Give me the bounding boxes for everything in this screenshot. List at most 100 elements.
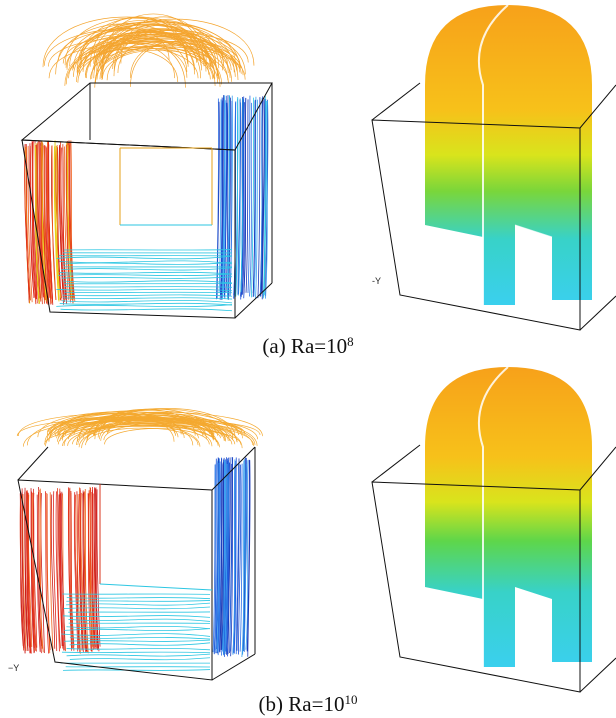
streamline [59, 260, 233, 265]
streamline [255, 99, 258, 299]
panel-a: -Y (a) Ra=108 [20, 4, 616, 358]
plume-streamlines [42, 13, 255, 88]
streamline [32, 140, 38, 304]
streamline [73, 492, 79, 652]
streamline [59, 271, 233, 275]
streamline [69, 637, 211, 640]
streamline [97, 35, 238, 72]
streamline [243, 98, 247, 294]
cold-wall-streamlines [215, 95, 269, 300]
streamline [60, 308, 233, 312]
streamline [29, 145, 35, 298]
streamline [21, 491, 26, 654]
streamline [216, 101, 220, 299]
streamline [101, 28, 239, 80]
streamline [237, 99, 241, 295]
streamline [27, 145, 33, 303]
streamline [93, 487, 98, 651]
streamline [48, 141, 53, 300]
streamline [77, 45, 219, 83]
streamline [64, 639, 211, 642]
streamline [100, 28, 224, 71]
streamline [102, 30, 224, 63]
streamline [57, 488, 61, 649]
streamline [69, 657, 211, 661]
streamline [59, 491, 64, 647]
streamline [66, 602, 211, 606]
streamline [232, 459, 236, 655]
streamline [60, 141, 65, 303]
streamline [60, 491, 66, 651]
streamline [31, 142, 37, 305]
streamline [66, 653, 211, 657]
streamline [66, 647, 211, 651]
streamline [37, 140, 43, 305]
streamline [46, 141, 52, 304]
streamline [259, 97, 263, 297]
streamline [62, 294, 233, 297]
streamline [46, 410, 239, 436]
streamline [215, 462, 219, 654]
streamline [130, 41, 221, 87]
caption-b: (b) Ra=1010 [0, 692, 616, 717]
streamline [213, 458, 217, 655]
streamline [227, 457, 231, 655]
streamline [265, 100, 268, 299]
streamline [80, 27, 170, 60]
streamline [70, 490, 75, 651]
streamline [76, 494, 81, 654]
streamline [36, 494, 41, 652]
streamline [88, 494, 93, 652]
streamline [66, 597, 211, 600]
streamline [24, 144, 30, 301]
streamline [38, 140, 44, 298]
streamline [40, 145, 46, 301]
panel-a-graphics: -Y [20, 4, 616, 331]
streamline [245, 460, 249, 650]
streamline [245, 99, 249, 293]
streamline [239, 463, 243, 652]
streamline [63, 606, 211, 610]
streamline [48, 43, 214, 79]
streamline [220, 98, 224, 300]
streamline [26, 490, 31, 654]
streamline [249, 102, 252, 297]
streamline [32, 492, 36, 651]
streamline [251, 97, 254, 298]
streamline [44, 426, 242, 445]
streamline [229, 100, 233, 297]
streamline [260, 96, 264, 297]
streamline [43, 147, 49, 302]
streamline [82, 490, 87, 652]
bottom-streamlines [60, 593, 211, 671]
streamline [59, 302, 233, 306]
streamline [55, 491, 60, 652]
streamline [50, 494, 56, 649]
streamline [61, 651, 211, 654]
caption-a-text: (a) Ra=10 [262, 334, 348, 358]
streamline [49, 492, 54, 654]
streamline [217, 463, 221, 653]
streamline [74, 494, 80, 650]
streamline [220, 462, 224, 650]
streamline [67, 425, 219, 446]
streamline [45, 146, 51, 298]
streamline [242, 458, 246, 655]
streamline [46, 412, 226, 441]
streamline [62, 280, 233, 284]
streamline [97, 408, 236, 438]
streamline [64, 17, 202, 66]
streamline [243, 464, 247, 651]
streamline [62, 261, 233, 265]
streamline [76, 24, 217, 71]
streamline [30, 491, 35, 649]
streamline [91, 489, 96, 650]
streamline [61, 276, 233, 279]
streamline [64, 286, 233, 288]
bottom-streamlines [56, 249, 233, 312]
streamline [262, 95, 266, 299]
streamline [241, 96, 245, 295]
streamline [68, 618, 211, 622]
streamline [93, 20, 188, 64]
streamline [58, 494, 63, 647]
